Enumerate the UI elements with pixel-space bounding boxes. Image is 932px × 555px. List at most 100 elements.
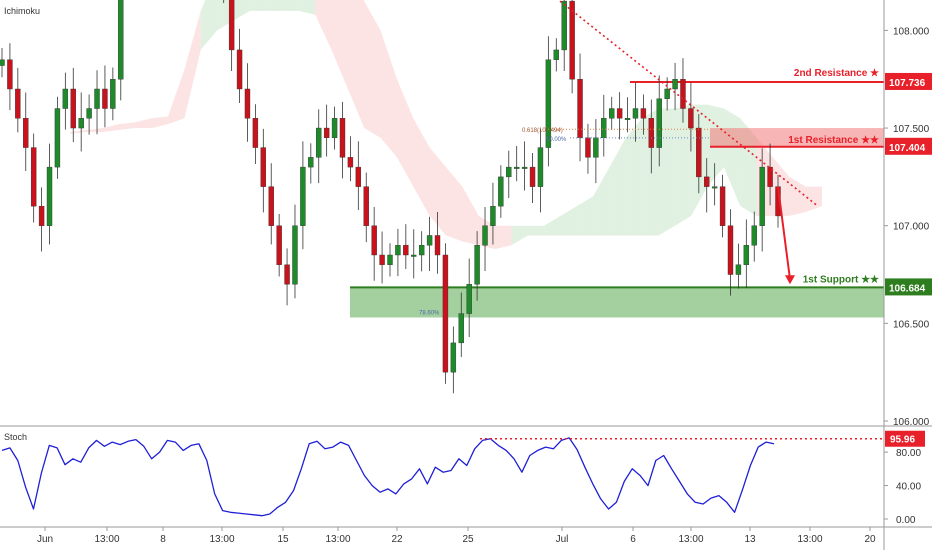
stoch-line[interactable]	[1, 437, 775, 517]
candle[interactable]	[474, 245, 480, 285]
candle[interactable]	[632, 108, 639, 119]
candle[interactable]	[585, 137, 591, 158]
candle[interactable]	[331, 118, 338, 139]
candle[interactable]	[767, 166, 773, 187]
candle[interactable]	[94, 88, 100, 109]
candle[interactable]	[545, 59, 552, 148]
candle[interactable]	[260, 147, 267, 187]
candle[interactable]	[577, 79, 583, 139]
candle[interactable]	[490, 205, 496, 226]
candle[interactable]	[347, 157, 354, 168]
candle[interactable]	[292, 225, 298, 285]
candle[interactable]	[759, 166, 765, 226]
candle[interactable]	[0, 59, 5, 66]
candle[interactable]	[323, 127, 330, 139]
resistance-2-badge-value: 107.736	[889, 78, 926, 89]
candle[interactable]	[482, 225, 488, 246]
candle[interactable]	[284, 264, 290, 285]
candle[interactable]	[363, 186, 369, 226]
stoch-panel[interactable]	[1, 437, 884, 517]
resistance-zone[interactable]	[710, 128, 884, 147]
candle[interactable]	[680, 79, 686, 109]
candle[interactable]	[498, 176, 504, 207]
candle[interactable]	[664, 88, 670, 99]
candle[interactable]	[743, 245, 750, 265]
candle[interactable]	[70, 88, 76, 129]
candle[interactable]	[561, 0, 567, 51]
price-panel[interactable]: 0.618(107.494) 50.00% 78.60% 2nd Resistance…	[0, 0, 884, 394]
candle[interactable]	[609, 108, 615, 119]
candle[interactable]	[244, 88, 251, 119]
candle[interactable]	[553, 49, 559, 60]
candle[interactable]	[426, 235, 433, 246]
candle[interactable]	[506, 166, 512, 178]
candle[interactable]	[656, 98, 662, 148]
candle[interactable]	[458, 313, 464, 344]
ichimoku-cloud-segment	[331, 0, 348, 89]
candle[interactable]	[316, 127, 322, 158]
candle[interactable]	[54, 108, 61, 168]
candle[interactable]	[38, 205, 45, 226]
support-zone[interactable]	[350, 287, 884, 318]
candle[interactable]	[442, 254, 449, 373]
candle[interactable]	[648, 118, 655, 148]
candle[interactable]	[62, 88, 69, 109]
candle[interactable]	[268, 186, 274, 226]
candle[interactable]	[276, 225, 282, 265]
candle[interactable]	[86, 108, 92, 119]
candle[interactable]	[751, 225, 757, 246]
candle[interactable]	[727, 225, 734, 275]
candle[interactable]	[569, 0, 575, 80]
candle[interactable]	[593, 137, 599, 158]
candle[interactable]	[379, 254, 385, 265]
time-tick-label: Jul	[556, 534, 569, 545]
candle[interactable]	[228, 0, 235, 51]
candle[interactable]	[387, 254, 393, 265]
ichimoku-cloud-segment	[347, 0, 365, 129]
ichimoku-cloud-segment	[184, 10, 201, 119]
candle[interactable]	[696, 127, 702, 178]
candle[interactable]	[78, 118, 84, 129]
stoch-value-label: 95.96	[890, 435, 915, 446]
candle[interactable]	[411, 254, 417, 257]
candle[interactable]	[118, 0, 124, 80]
candle[interactable]	[7, 59, 13, 90]
candle[interactable]	[466, 284, 472, 314]
candle[interactable]	[711, 186, 718, 189]
candle[interactable]	[688, 108, 694, 129]
candle[interactable]	[616, 108, 623, 119]
candle[interactable]	[640, 108, 647, 119]
candle[interactable]	[434, 235, 441, 256]
candle[interactable]	[521, 166, 528, 169]
candle[interactable]	[672, 79, 678, 90]
candle[interactable]	[601, 118, 607, 139]
candle[interactable]	[529, 166, 536, 187]
candle[interactable]	[371, 225, 377, 256]
candle[interactable]	[624, 118, 631, 120]
candle[interactable]	[15, 88, 21, 119]
candle[interactable]	[513, 166, 520, 169]
candle[interactable]	[102, 88, 108, 109]
candle[interactable]	[403, 245, 409, 256]
candle[interactable]	[735, 264, 742, 275]
candle[interactable]	[23, 118, 29, 148]
candle[interactable]	[252, 118, 259, 148]
candle[interactable]	[704, 176, 710, 187]
candle[interactable]	[395, 245, 401, 256]
ichimoku-cloud-segment	[805, 186, 822, 213]
candle[interactable]	[110, 79, 116, 109]
candle[interactable]	[236, 49, 243, 90]
candle[interactable]	[30, 147, 37, 207]
candle[interactable]	[537, 147, 544, 187]
candle[interactable]	[719, 186, 726, 226]
candle[interactable]	[46, 166, 53, 226]
candle[interactable]	[450, 342, 457, 373]
time-tick-label: 13:00	[678, 534, 703, 545]
candle[interactable]	[339, 118, 346, 158]
time-tick-label: 25	[462, 534, 474, 545]
candle[interactable]	[418, 245, 425, 256]
candle[interactable]	[355, 166, 362, 187]
candle[interactable]	[300, 166, 306, 226]
candle[interactable]	[308, 157, 314, 168]
